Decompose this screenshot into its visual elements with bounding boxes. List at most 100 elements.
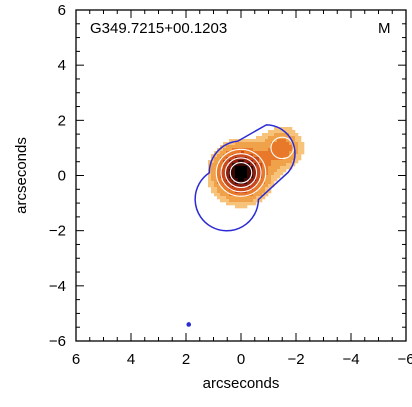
intensity-cell xyxy=(223,145,227,149)
intensity-cell xyxy=(211,172,215,176)
intensity-cell xyxy=(256,193,260,197)
intensity-cell xyxy=(295,133,299,137)
intensity-cell xyxy=(301,148,305,152)
intensity-cell xyxy=(226,154,230,158)
contour-lines xyxy=(194,124,296,232)
intensity-cell xyxy=(238,175,242,179)
intensity-cell xyxy=(259,190,263,194)
intensity-cell xyxy=(223,172,227,176)
intensity-cell xyxy=(262,172,266,176)
intensity-cell xyxy=(250,154,254,158)
x-tick-label: −2 xyxy=(287,351,304,368)
intensity-cell xyxy=(235,172,239,176)
intensity-cell xyxy=(256,142,260,146)
intensity-cell xyxy=(232,166,236,170)
intensity-cell xyxy=(265,178,269,182)
intensity-cell xyxy=(238,151,242,155)
intensity-cell xyxy=(217,172,221,176)
intensity-cell xyxy=(232,181,236,185)
intensity-cell xyxy=(226,172,230,176)
intensity-cell xyxy=(241,172,245,176)
intensity-cell xyxy=(268,190,272,194)
intensity-cell xyxy=(292,151,296,155)
intensity-cell xyxy=(229,148,233,152)
intensity-cell xyxy=(280,172,284,176)
intensity-cell xyxy=(274,133,278,137)
intensity-cell xyxy=(286,142,290,146)
intensity-cell xyxy=(292,130,296,134)
intensity-cell xyxy=(298,151,302,155)
intensity-cell xyxy=(217,169,221,173)
intensity-cell xyxy=(256,172,260,176)
intensity-cell xyxy=(298,142,302,146)
intensity-cell xyxy=(226,202,230,206)
intensity-cell xyxy=(277,127,281,131)
intensity-cell xyxy=(232,199,236,203)
intensity-cell xyxy=(247,187,251,191)
intensity-cell xyxy=(274,178,278,182)
intensity-cell xyxy=(229,166,233,170)
intensity-cell xyxy=(223,190,227,194)
intensity-cell xyxy=(217,151,221,155)
intensity-cell xyxy=(250,157,254,161)
intensity-cell xyxy=(226,166,230,170)
intensity-cell xyxy=(211,190,215,194)
intensity-cell xyxy=(256,148,260,152)
intensity-cell xyxy=(274,175,278,179)
intensity-cell xyxy=(241,160,245,164)
intensity-cell xyxy=(295,148,299,152)
intensity-cell xyxy=(250,202,254,206)
intensity-cell xyxy=(229,157,233,161)
intensity-cell xyxy=(244,163,248,167)
intensity-cell xyxy=(232,202,236,206)
intensity-cell xyxy=(295,160,299,164)
intensity-cell xyxy=(220,169,224,173)
intensity-cell xyxy=(247,151,251,155)
x-tick-label: −6 xyxy=(397,351,412,368)
y-tick-label: 0 xyxy=(58,168,66,185)
intensity-cell xyxy=(220,196,224,200)
intensity-cell xyxy=(262,148,266,152)
intensity-cell xyxy=(250,184,254,188)
intensity-cell xyxy=(295,136,299,140)
intensity-cell xyxy=(247,202,251,206)
intensity-cell xyxy=(247,160,251,164)
intensity-cell xyxy=(244,154,248,158)
y-tick-label: 6 xyxy=(58,2,66,19)
intensity-cell xyxy=(265,160,269,164)
intensity-cell xyxy=(208,172,212,176)
intensity-cell xyxy=(256,190,260,194)
intensity-cell xyxy=(217,193,221,197)
intensity-cell xyxy=(262,139,266,143)
intensity-cell xyxy=(235,178,239,182)
intensity-cell xyxy=(283,142,287,146)
intensity-cell xyxy=(232,196,236,200)
intensity-cell xyxy=(235,205,239,209)
intensity-cell xyxy=(259,181,263,185)
intensity-cell xyxy=(265,151,269,155)
intensity-cell xyxy=(265,136,269,140)
intensity-cell xyxy=(241,145,245,149)
intensity-cell xyxy=(241,175,245,179)
intensity-cell xyxy=(208,160,212,164)
intensity-cell xyxy=(271,166,275,170)
intensity-cell xyxy=(280,133,284,137)
intensity-cell xyxy=(226,190,230,194)
intensity-cell xyxy=(250,148,254,152)
intensity-cell xyxy=(274,142,278,146)
intensity-cell xyxy=(277,154,281,158)
intensity-cell xyxy=(229,151,233,155)
intensity-cell xyxy=(280,148,284,152)
intensity-cell xyxy=(265,133,269,137)
intensity-cell xyxy=(244,199,248,203)
intensity-cell xyxy=(217,187,221,191)
intensity-cell xyxy=(295,142,299,146)
intensity-cell xyxy=(247,190,251,194)
intensity-cell xyxy=(247,142,251,146)
intensity-cell xyxy=(208,184,212,188)
intensity-cell xyxy=(268,184,272,188)
intensity-cell xyxy=(250,139,254,143)
intensity-cell xyxy=(232,160,236,164)
intensity-cell xyxy=(262,145,266,149)
intensity-cell xyxy=(262,157,266,161)
